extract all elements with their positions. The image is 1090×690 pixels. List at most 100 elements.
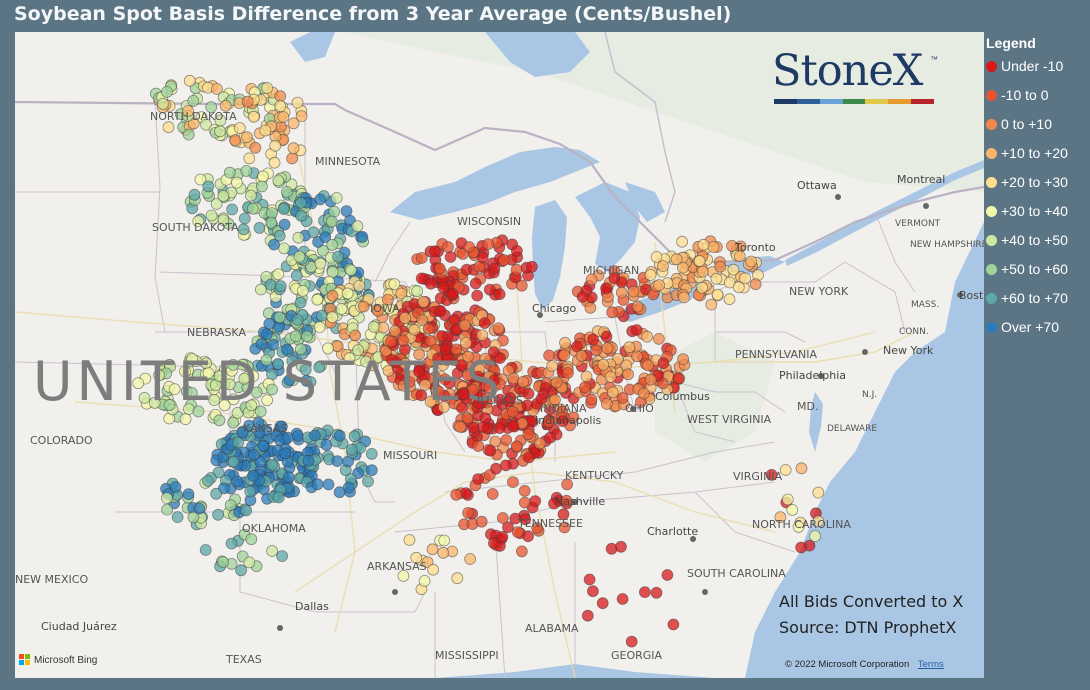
bid-dot[interactable] (521, 399, 534, 412)
bid-dot[interactable] (260, 328, 273, 341)
bid-dot[interactable] (326, 289, 339, 302)
bid-dot[interactable] (426, 543, 439, 556)
bid-dot[interactable] (326, 238, 339, 251)
bid-dot[interactable] (432, 385, 445, 398)
bid-dot[interactable] (272, 268, 285, 281)
bid-dot[interactable] (248, 448, 260, 461)
bid-dot[interactable] (438, 534, 451, 547)
bid-dot[interactable] (295, 196, 307, 209)
bid-dot[interactable] (199, 544, 212, 556)
bid-dot[interactable] (496, 512, 509, 524)
bid-dot[interactable] (625, 635, 638, 648)
bid-dot[interactable] (670, 253, 683, 266)
bid-dot[interactable] (472, 397, 485, 410)
bid-dot[interactable] (774, 511, 787, 524)
bid-dot[interactable] (227, 393, 240, 406)
bid-dot[interactable] (243, 152, 256, 165)
bid-dot[interactable] (580, 370, 593, 383)
bid-dot[interactable] (483, 283, 496, 296)
bid-dot[interactable] (507, 419, 520, 432)
bid-dot[interactable] (667, 618, 680, 631)
bid-dot[interactable] (187, 117, 200, 130)
bid-dot[interactable] (464, 553, 477, 565)
bid-dot[interactable] (313, 321, 326, 334)
map-canvas[interactable] (15, 32, 984, 678)
bid-dot[interactable] (292, 231, 305, 244)
bid-dot[interactable] (240, 504, 253, 517)
bid-dot[interactable] (193, 502, 206, 515)
bid-dot[interactable] (567, 411, 580, 424)
bid-dot[interactable] (253, 426, 266, 439)
bid-dot[interactable] (372, 305, 384, 317)
bid-dot[interactable] (544, 431, 556, 444)
bid-dot[interactable] (502, 521, 514, 534)
bid-dot[interactable] (343, 352, 356, 365)
bid-dot[interactable] (295, 209, 307, 222)
bid-dot[interactable] (447, 288, 459, 300)
bid-dot[interactable] (745, 255, 758, 268)
bid-dot[interactable] (749, 278, 762, 291)
bid-dot[interactable] (477, 420, 490, 433)
bid-dot[interactable] (333, 429, 346, 442)
bid-dot[interactable] (653, 332, 665, 345)
bid-dot[interactable] (529, 495, 542, 508)
bid-dot[interactable] (362, 475, 374, 488)
bid-dot[interactable] (299, 363, 312, 376)
bid-dot[interactable] (559, 336, 571, 349)
bid-dot[interactable] (639, 586, 651, 598)
bid-dot[interactable] (460, 336, 472, 349)
bid-dot[interactable] (494, 393, 507, 406)
bid-dot[interactable] (442, 241, 454, 253)
bid-dot[interactable] (522, 387, 535, 400)
bid-dot[interactable] (705, 298, 718, 311)
bid-dot[interactable] (469, 277, 482, 290)
bid-dot[interactable] (246, 202, 259, 215)
bid-dot[interactable] (534, 437, 546, 450)
bid-dot[interactable] (326, 311, 339, 324)
bid-dot[interactable] (795, 541, 807, 554)
bid-dot[interactable] (550, 376, 563, 389)
bid-dot[interactable] (208, 394, 221, 407)
bid-dot[interactable] (509, 512, 522, 525)
bid-dot[interactable] (581, 609, 594, 622)
bid-dot[interactable] (161, 503, 174, 516)
bid-dot[interactable] (349, 329, 362, 342)
bid-dot[interactable] (707, 241, 720, 253)
bid-dot[interactable] (241, 95, 254, 108)
bid-dot[interactable] (461, 412, 474, 425)
bid-dot[interactable] (277, 203, 290, 215)
bid-dot[interactable] (266, 545, 279, 557)
bid-dot[interactable] (272, 358, 285, 370)
bid-dot[interactable] (644, 373, 657, 386)
bid-dot[interactable] (439, 343, 452, 356)
bid-dot[interactable] (458, 319, 471, 332)
bid-dot[interactable] (283, 374, 296, 387)
map-panel[interactable]: UNITED STATES NORTH DAKOTA SOUTH DAKOTA MIN… (15, 32, 984, 678)
bid-dot[interactable] (413, 365, 426, 378)
bid-dot[interactable] (282, 471, 295, 484)
bid-dot[interactable] (644, 269, 657, 281)
bid-dot[interactable] (245, 399, 258, 412)
bid-dot[interactable] (560, 494, 573, 507)
bid-dot[interactable] (219, 99, 232, 112)
bid-dot[interactable] (225, 537, 238, 550)
bid-dot[interactable] (322, 342, 334, 355)
bid-dot[interactable] (186, 353, 199, 366)
bid-dot[interactable] (546, 360, 558, 372)
bid-dot[interactable] (200, 118, 213, 131)
bid-dot[interactable] (535, 393, 548, 405)
bid-dot[interactable] (511, 526, 524, 539)
bid-dot[interactable] (399, 357, 412, 370)
bid-dot[interactable] (436, 330, 449, 343)
bid-dot[interactable] (257, 439, 269, 452)
bid-dot[interactable] (616, 593, 629, 605)
bid-dot[interactable] (437, 546, 450, 559)
bid-dot[interactable] (809, 530, 821, 543)
bid-dot[interactable] (247, 110, 260, 123)
bid-dot[interactable] (462, 369, 474, 382)
bid-dot[interactable] (213, 370, 226, 383)
bid-dot[interactable] (792, 520, 805, 533)
bid-dot[interactable] (506, 476, 519, 489)
bid-dot[interactable] (330, 192, 343, 204)
bid-dot[interactable] (182, 488, 195, 501)
